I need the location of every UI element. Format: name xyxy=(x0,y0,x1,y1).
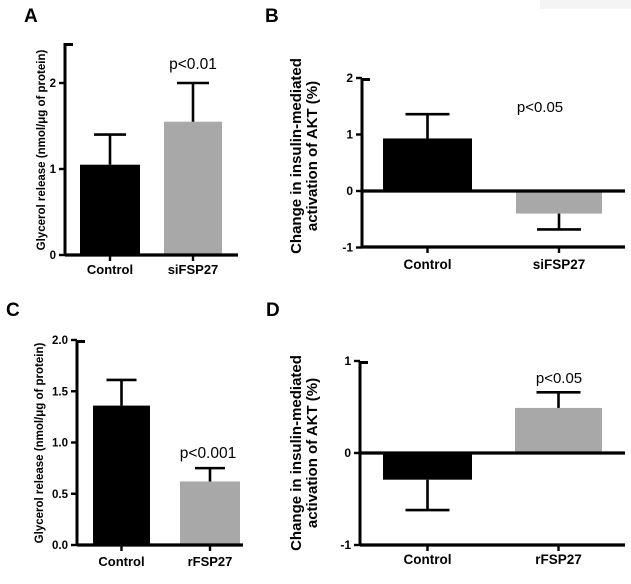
y-axis-title: activation of AKT (%) xyxy=(304,81,321,231)
y-tick-label: 0.5 xyxy=(52,489,69,501)
x-category-label: rFSP27 xyxy=(188,554,233,569)
bar-control xyxy=(80,164,140,255)
y-tick-label: -1 xyxy=(340,538,351,552)
panel-b-pvalue: p<0.05 xyxy=(516,99,564,116)
x-category-label: Control xyxy=(404,552,452,567)
panel-d-chart: -1 0 1 Control rFSP27 Change in insulin-media… xyxy=(288,354,625,567)
panel-b-letter: B xyxy=(265,6,279,27)
y-tick-label: 1.5 xyxy=(52,386,69,398)
y-tick-label: 2 xyxy=(346,71,353,85)
y-tick-label: -1 xyxy=(342,241,353,255)
panel-a-pvalue: p<0.01 xyxy=(169,56,217,73)
x-category-label: Control xyxy=(98,554,144,569)
x-category-label: rFSP27 xyxy=(535,552,582,567)
panel-c-letter: C xyxy=(6,300,20,321)
y-axis-title: Change in insulin-mediated xyxy=(288,355,305,551)
panel-c-chart: 0.0 0.5 1.0 1.5 2.0 Control rFSP27 Glycerol rel… xyxy=(34,335,243,569)
y-tick-label: 0 xyxy=(346,184,353,198)
y-tick-label: 1 xyxy=(50,164,57,176)
bar-control xyxy=(383,138,472,191)
y-axis-title: Glycerol release (nmol/μg of protein) xyxy=(36,50,48,251)
panel-d-pvalue: p<0.05 xyxy=(535,370,583,387)
panel-a-chart: 0 1 2 Control siFSP27 Glycerol release (nmol/… xyxy=(36,43,238,277)
x-category-label: siFSP27 xyxy=(168,262,219,277)
y-tick-label: 0 xyxy=(50,250,56,262)
y-tick-label: 0.0 xyxy=(52,540,68,552)
x-category-label: siFSP27 xyxy=(533,257,586,272)
y-tick-label: 1 xyxy=(346,128,353,142)
y-tick-label: 0 xyxy=(344,446,351,460)
x-category-label: Control xyxy=(404,257,452,272)
panel-a-letter: A xyxy=(24,6,38,27)
y-tick-label: 1.0 xyxy=(52,438,68,450)
bar-rfsp27 xyxy=(180,481,240,545)
panel-b-chart: -1 0 1 2 Control siFSP27 Change in insulin-med… xyxy=(288,58,625,272)
y-tick-label: 1 xyxy=(344,354,351,368)
y-axis-title: Change in insulin-mediated xyxy=(288,58,305,254)
y-axis-title: Glycerol release (nmol/μg of protein) xyxy=(34,343,46,544)
y-axis-title: activation of AKT (%) xyxy=(304,378,321,528)
y-tick-label: 2.0 xyxy=(52,335,68,347)
scan-artifact xyxy=(540,0,631,9)
bar-sifsp27 xyxy=(164,121,222,255)
bar-control xyxy=(383,453,472,480)
bar-rfsp27 xyxy=(515,407,602,453)
panel-d-letter: D xyxy=(266,300,280,321)
x-category-label: Control xyxy=(87,262,133,277)
y-tick-label: 2 xyxy=(50,78,56,90)
panel-c-pvalue: p<0.001 xyxy=(179,445,237,462)
bar-sifsp27 xyxy=(516,191,602,214)
bar-control xyxy=(93,405,150,545)
